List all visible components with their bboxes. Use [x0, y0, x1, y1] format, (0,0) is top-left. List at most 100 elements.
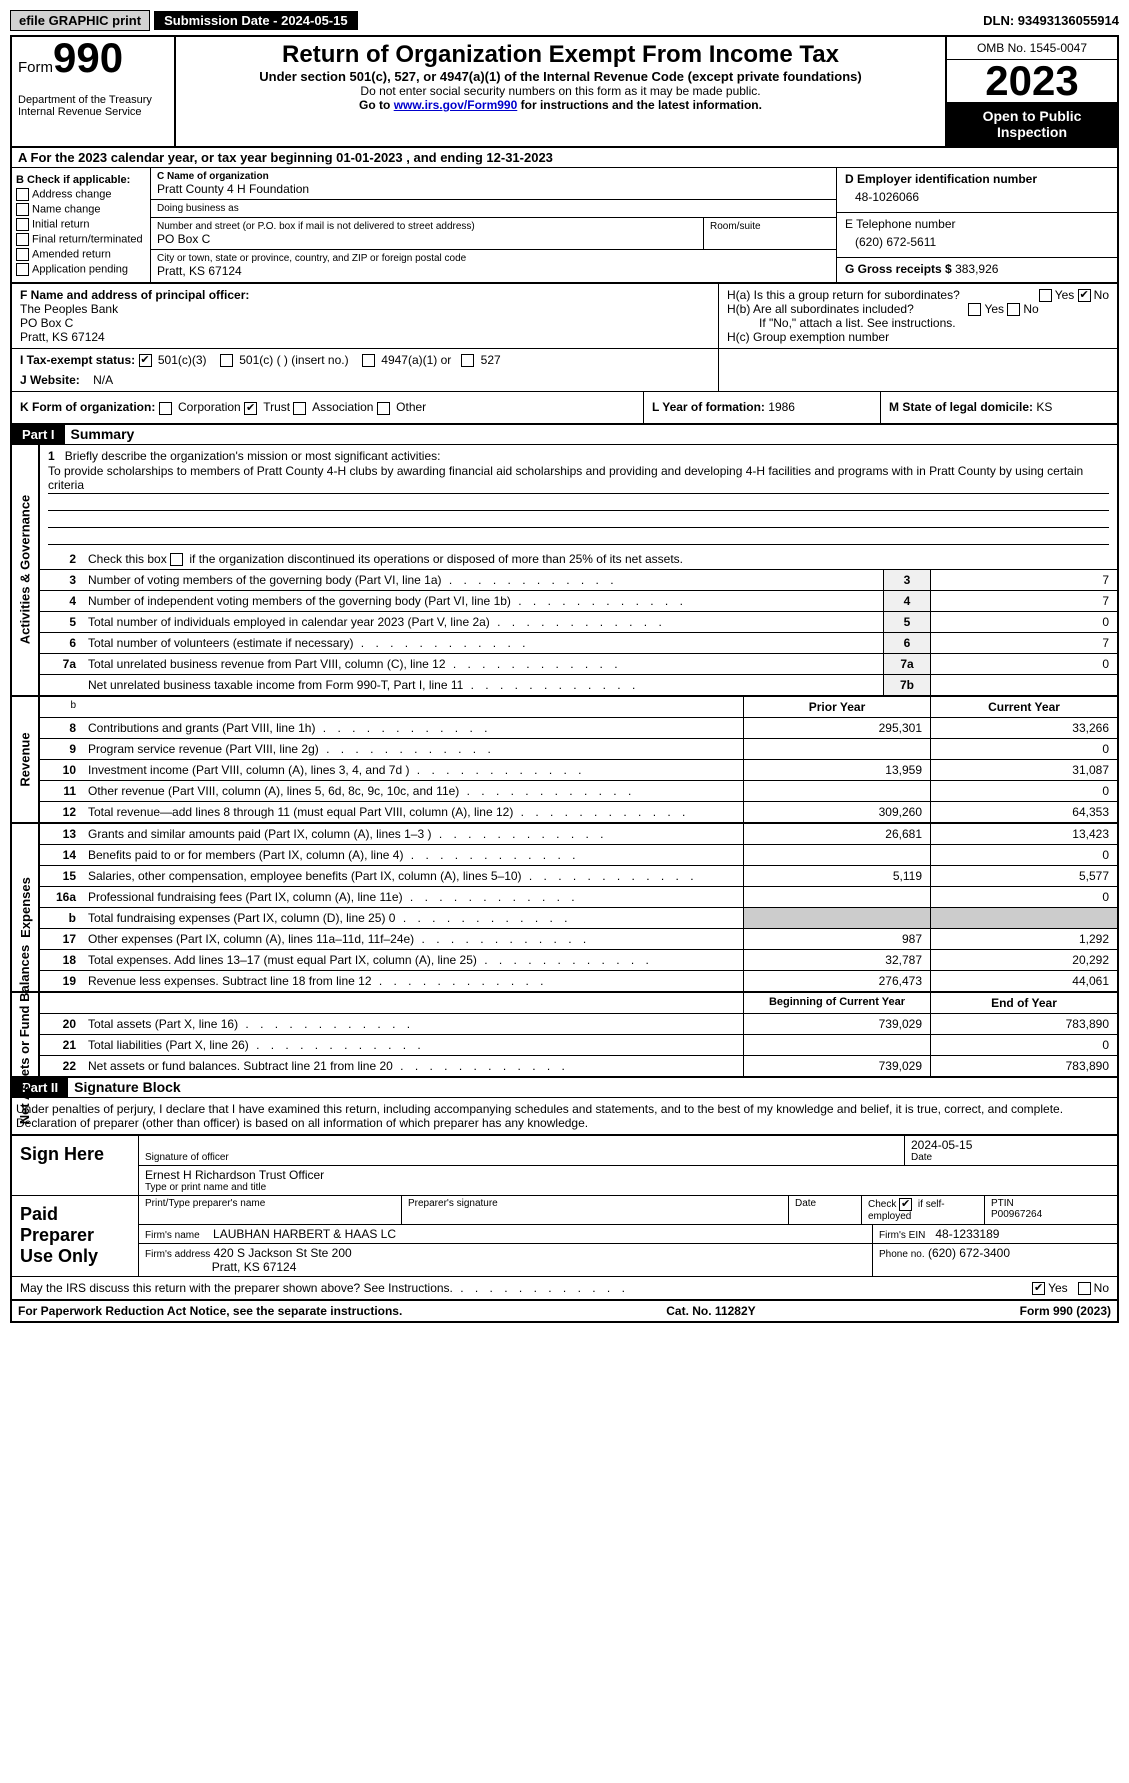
ag-line: 7aTotal unrelated business revenue from …	[40, 654, 1117, 675]
ein-value: 48-1026066	[845, 186, 1109, 208]
ag-line: 6Total number of volunteers (estimate if…	[40, 633, 1117, 654]
form-title: Return of Organization Exempt From Incom…	[186, 41, 935, 69]
section-klm: K Form of organization: Corporation Trus…	[12, 392, 1117, 424]
checkbox-initial-return[interactable]	[16, 218, 29, 231]
page-footer: For Paperwork Reduction Act Notice, see …	[12, 1299, 1117, 1321]
form-subtitle: Under section 501(c), 527, or 4947(a)(1)…	[186, 69, 935, 84]
ag-line: 2Check this box if the organization disc…	[40, 549, 1117, 570]
part1-header: Part ISummary	[12, 425, 1117, 445]
net-assets-section: Net Assets or Fund Balances Beginning of…	[12, 993, 1117, 1078]
row-a-calendar-year: A For the 2023 calendar year, or tax yea…	[12, 148, 1117, 168]
checkbox-discontinued[interactable]	[170, 553, 183, 566]
dba-label: Doing business as	[157, 203, 830, 214]
gross-receipts-value: 383,926	[955, 262, 998, 276]
submission-date-label: Submission Date - 2024-05-15	[154, 11, 358, 30]
section-c: C Name of organization Pratt County 4 H …	[151, 168, 837, 282]
irs-label: Internal Revenue Service	[18, 106, 168, 118]
ag-line: 3Number of voting members of the governi…	[40, 570, 1117, 591]
expense-line: 16aProfessional fundraising fees (Part I…	[40, 887, 1117, 908]
revenue-col-headers: b Prior Year Current Year	[40, 697, 1117, 718]
dln-label: DLN: 93493136055914	[983, 13, 1119, 28]
checkbox-discuss-no[interactable]	[1078, 1282, 1091, 1295]
revenue-section: Revenue b Prior Year Current Year 8Contr…	[12, 697, 1117, 824]
paid-preparer-label: Paid Preparer Use Only	[12, 1196, 139, 1276]
expense-line: 15Salaries, other compensation, employee…	[40, 866, 1117, 887]
efile-print-button[interactable]: efile GRAPHIC print	[10, 10, 150, 31]
form-container: Form990 Department of the Treasury Inter…	[10, 35, 1119, 1323]
revenue-line: 12Total revenue—add lines 8 through 11 (…	[40, 802, 1117, 822]
checkbox-hb-no[interactable]	[1007, 303, 1020, 316]
vtab-revenue: Revenue	[18, 732, 33, 786]
expense-line: 18Total expenses. Add lines 13–17 (must …	[40, 950, 1117, 971]
city-value: Pratt, KS 67124	[157, 264, 830, 278]
expenses-section: Expenses 13Grants and similar amounts pa…	[12, 824, 1117, 993]
expense-line: 17Other expenses (Part IX, column (A), l…	[40, 929, 1117, 950]
checkbox-final-return[interactable]	[16, 233, 29, 246]
line-1-mission: 1 Briefly describe the organization's mi…	[40, 445, 1117, 549]
part2-header: Part IISignature Block	[12, 1078, 1117, 1098]
section-b: B Check if applicable: Address change Na…	[12, 168, 151, 282]
street-value: PO Box C	[157, 232, 697, 246]
room-label: Room/suite	[710, 221, 830, 232]
vtab-net: Net Assets or Fund Balances	[18, 945, 33, 1124]
expense-line: bTotal fundraising expenses (Part IX, co…	[40, 908, 1117, 929]
checkbox-trust[interactable]	[244, 402, 257, 415]
checkbox-association[interactable]	[293, 402, 306, 415]
section-ij: I Tax-exempt status: 501(c)(3) 501(c) ( …	[12, 349, 1117, 392]
net-line: 22Net assets or fund balances. Subtract …	[40, 1056, 1117, 1076]
org-name-label: C Name of organization	[157, 171, 830, 182]
checkbox-527[interactable]	[461, 354, 474, 367]
section-deg: D Employer identification number 48-1026…	[837, 168, 1117, 282]
checkbox-name-change[interactable]	[16, 203, 29, 216]
checkbox-self-employed[interactable]	[899, 1198, 912, 1211]
goto-note: Go to www.irs.gov/Form990 for instructio…	[186, 98, 935, 112]
checkbox-discuss-yes[interactable]	[1032, 1282, 1045, 1295]
revenue-line: 10Investment income (Part VIII, column (…	[40, 760, 1117, 781]
checkbox-amended-return[interactable]	[16, 248, 29, 261]
form-label: Form	[18, 59, 53, 76]
irs-form990-link[interactable]: www.irs.gov/Form990	[394, 98, 518, 112]
checkbox-4947[interactable]	[362, 354, 375, 367]
checkbox-hb-yes[interactable]	[968, 303, 981, 316]
section-b-title: B Check if applicable:	[16, 174, 146, 186]
toolbar: efile GRAPHIC print Submission Date - 20…	[10, 10, 1119, 31]
org-name: Pratt County 4 H Foundation	[157, 182, 830, 196]
discuss-row: May the IRS discuss this return with the…	[12, 1276, 1117, 1299]
entity-section: B Check if applicable: Address change Na…	[12, 168, 1117, 284]
checkbox-501c3[interactable]	[139, 354, 152, 367]
revenue-line: 11Other revenue (Part VIII, column (A), …	[40, 781, 1117, 802]
gross-receipts-label: G Gross receipts $	[845, 262, 952, 276]
dept-treasury: Department of the Treasury	[18, 94, 168, 106]
vtab-ag: Activities & Governance	[18, 495, 33, 645]
expense-line: 19Revenue less expenses. Subtract line 1…	[40, 971, 1117, 991]
ag-line: Net unrelated business taxable income fr…	[40, 675, 1117, 695]
form-number: 990	[53, 34, 123, 81]
section-fh: F Name and address of principal officer:…	[12, 284, 1117, 349]
expense-line: 13Grants and similar amounts paid (Part …	[40, 824, 1117, 845]
phone-value: (620) 672-5611	[845, 231, 1109, 253]
ein-label: D Employer identification number	[845, 172, 1109, 186]
net-line: 21Total liabilities (Part X, line 26)0	[40, 1035, 1117, 1056]
section-h: H(a) Is this a group return for subordin…	[719, 284, 1117, 348]
checkbox-app-pending[interactable]	[16, 263, 29, 276]
open-public-badge: Open to Public Inspection	[947, 102, 1117, 146]
phone-label: E Telephone number	[845, 217, 1109, 231]
checkbox-ha-no[interactable]	[1078, 289, 1091, 302]
ag-line: 5Total number of individuals employed in…	[40, 612, 1117, 633]
revenue-line: 9Program service revenue (Part VIII, lin…	[40, 739, 1117, 760]
checkbox-address-change[interactable]	[16, 188, 29, 201]
sign-here-label: Sign Here	[12, 1136, 139, 1195]
vtab-expenses: Expenses	[18, 877, 33, 938]
ssn-note: Do not enter social security numbers on …	[186, 84, 935, 98]
city-label: City or town, state or province, country…	[157, 253, 830, 264]
checkbox-501c[interactable]	[220, 354, 233, 367]
form-header: Form990 Department of the Treasury Inter…	[12, 37, 1117, 148]
checkbox-corporation[interactable]	[159, 402, 172, 415]
signature-block: Sign Here Signature of officer 2024-05-1…	[12, 1135, 1117, 1276]
revenue-line: 8Contributions and grants (Part VIII, li…	[40, 718, 1117, 739]
expense-line: 14Benefits paid to or for members (Part …	[40, 845, 1117, 866]
activities-governance: Activities & Governance 1 Briefly descri…	[12, 445, 1117, 697]
net-col-headers: Beginning of Current Year End of Year	[40, 993, 1117, 1014]
checkbox-ha-yes[interactable]	[1039, 289, 1052, 302]
checkbox-other[interactable]	[377, 402, 390, 415]
